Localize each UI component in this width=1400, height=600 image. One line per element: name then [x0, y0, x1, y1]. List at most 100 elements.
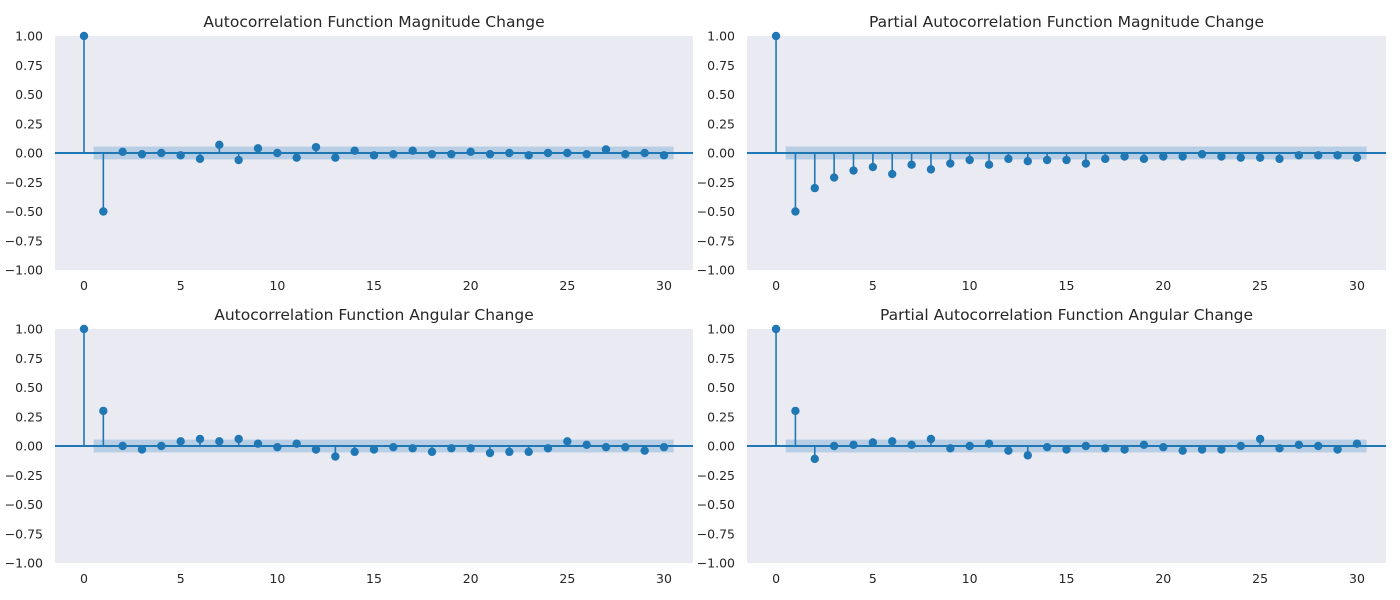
- x-tick-label: 10: [962, 571, 978, 586]
- data-point: [1333, 151, 1342, 160]
- x-tick-label: 20: [1155, 571, 1171, 586]
- data-point: [1159, 152, 1168, 161]
- data-point: [99, 406, 108, 416]
- data-point: [810, 454, 819, 464]
- data-point: [1294, 151, 1304, 160]
- y-tick-label: −0.50: [697, 497, 735, 512]
- data-point: [1004, 154, 1013, 164]
- y-tick-label: 0.00: [15, 146, 43, 161]
- data-point: [621, 149, 630, 159]
- data-point: [563, 437, 572, 446]
- y-tick-label: 0.75: [707, 58, 735, 73]
- data-point: [1236, 153, 1245, 162]
- chart-title: Partial Autocorrelation Function Angular…: [880, 306, 1253, 324]
- y-tick-label: −0.50: [5, 497, 43, 512]
- data-point: [215, 437, 224, 446]
- data-point: [543, 444, 553, 453]
- data-point: [1120, 152, 1129, 161]
- y-tick-label: −0.25: [5, 468, 43, 483]
- y-tick-label: 0.50: [15, 380, 43, 395]
- y-tick-label: −0.75: [5, 233, 43, 248]
- x-tick-label: 15: [366, 571, 382, 586]
- data-point: [1255, 434, 1265, 444]
- y-tick-label: −0.75: [697, 526, 735, 541]
- y-tick-label: 0.00: [15, 439, 43, 454]
- data-point: [1178, 152, 1187, 161]
- data-point: [965, 155, 974, 165]
- data-point: [907, 440, 916, 450]
- data-point: [601, 145, 611, 154]
- x-tick-label: 0: [80, 278, 88, 293]
- chart-panel-2: Partial Autocorrelation Function Magnitu…: [697, 13, 1386, 293]
- data-point: [1352, 439, 1362, 448]
- data-point: [350, 146, 359, 155]
- data-point: [640, 446, 649, 455]
- y-tick-label: 0.00: [707, 439, 735, 454]
- data-point: [176, 151, 185, 160]
- x-tick-label: 20: [463, 278, 479, 293]
- chart-title: Autocorrelation Function Magnitude Chang…: [203, 13, 544, 31]
- data-point: [1294, 440, 1304, 450]
- data-point: [195, 434, 205, 444]
- data-point: [926, 165, 936, 174]
- x-tick-label: 10: [269, 278, 285, 293]
- y-tick-label: 0.50: [707, 87, 735, 102]
- data-point: [946, 444, 955, 453]
- x-tick-label: 25: [1252, 571, 1268, 586]
- data-point: [1352, 153, 1362, 162]
- data-point: [1217, 445, 1226, 454]
- data-point: [888, 169, 897, 179]
- data-point: [888, 437, 897, 446]
- data-point: [292, 439, 301, 448]
- data-point: [926, 434, 936, 444]
- data-point: [1314, 151, 1323, 160]
- data-point: [176, 437, 185, 446]
- data-point: [1333, 445, 1342, 454]
- data-point: [829, 441, 839, 451]
- chart-panel-1: Autocorrelation Function Magnitude Chang…: [5, 13, 693, 293]
- data-point: [253, 439, 263, 448]
- data-point: [849, 440, 858, 450]
- x-tick-label: 25: [559, 571, 575, 586]
- data-point: [505, 447, 514, 457]
- y-tick-label: 0.00: [707, 146, 735, 161]
- y-tick-label: −0.75: [697, 233, 735, 248]
- data-point: [389, 149, 398, 159]
- data-point: [311, 142, 321, 152]
- x-tick-label: 5: [869, 278, 877, 293]
- data-point: [1255, 153, 1265, 162]
- x-tick-label: 0: [772, 571, 780, 586]
- data-point: [543, 148, 553, 158]
- data-point: [791, 207, 800, 216]
- data-point: [234, 434, 243, 444]
- data-point: [389, 442, 398, 452]
- data-point: [99, 207, 108, 216]
- data-point: [640, 148, 649, 158]
- data-point: [1062, 445, 1071, 454]
- y-tick-label: 1.00: [707, 322, 735, 337]
- y-tick-label: −1.00: [5, 556, 43, 571]
- y-tick-label: 1.00: [15, 322, 43, 337]
- data-point: [1042, 155, 1052, 165]
- data-point: [659, 442, 669, 452]
- y-tick-label: −1.00: [697, 556, 735, 571]
- x-tick-label: 30: [656, 278, 672, 293]
- data-point: [907, 160, 916, 169]
- y-tick-label: −0.75: [5, 526, 43, 541]
- data-point: [1081, 159, 1091, 168]
- data-point: [1159, 442, 1168, 452]
- data-point: [369, 445, 379, 454]
- data-point: [331, 452, 340, 461]
- data-point: [965, 441, 974, 451]
- y-tick-label: 0.25: [707, 409, 735, 424]
- data-point: [292, 153, 301, 162]
- x-tick-label: 15: [366, 278, 382, 293]
- data-point: [408, 146, 417, 155]
- y-tick-label: 0.75: [707, 351, 735, 366]
- x-tick-label: 25: [1252, 278, 1268, 293]
- data-point: [1120, 445, 1129, 454]
- data-point: [771, 324, 781, 334]
- y-tick-label: −1.00: [5, 263, 43, 278]
- data-point: [485, 149, 495, 159]
- data-point: [791, 406, 800, 416]
